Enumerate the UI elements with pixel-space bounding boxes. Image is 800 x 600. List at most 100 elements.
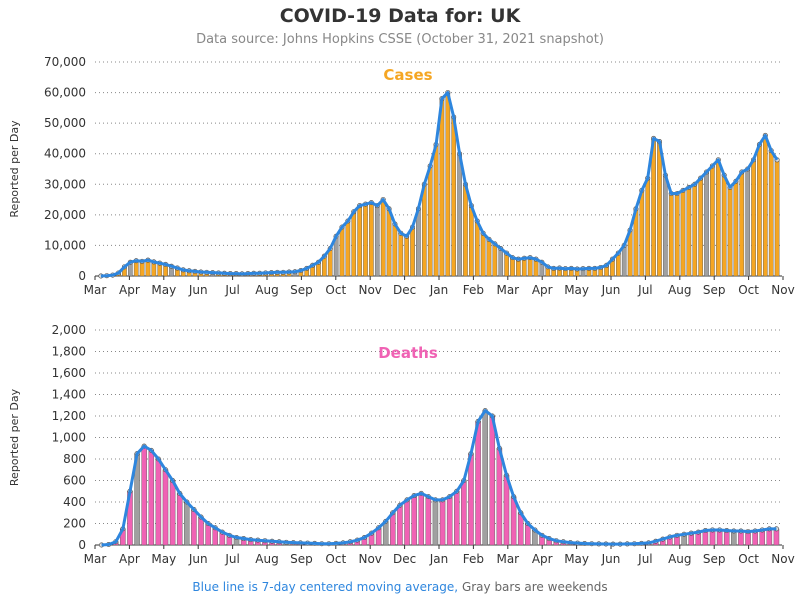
- daily-bar: [198, 516, 204, 546]
- y-tick-label: 600: [63, 474, 86, 488]
- x-tick-label: Aug: [255, 283, 278, 297]
- daily-bar: [397, 505, 403, 546]
- daily-bar: [498, 248, 504, 277]
- x-tick-label: Jun: [601, 552, 621, 566]
- panel-title: Cases: [383, 66, 432, 84]
- daily-bar: [155, 458, 162, 546]
- x-tick-label: Mar: [496, 283, 519, 297]
- x-tick-label: Nov: [358, 283, 381, 297]
- daily-bar: [416, 208, 421, 277]
- x-tick-label: Feb: [463, 283, 484, 297]
- chart-subtitle: Data source: Johns Hopkins CSSE (October…: [196, 32, 604, 47]
- daily-bar: [698, 177, 703, 277]
- x-tick-label: Sep: [290, 283, 313, 297]
- daily-bar: [386, 208, 392, 277]
- daily-bar: [692, 184, 698, 277]
- x-tick-label: Oct: [738, 283, 759, 297]
- x-tick-label: May: [564, 552, 589, 566]
- daily-bar: [621, 245, 627, 277]
- x-tick-label: Nov: [771, 283, 794, 297]
- daily-bar: [184, 501, 190, 546]
- daily-bar: [176, 493, 183, 546]
- daily-bar: [404, 236, 409, 277]
- x-tick-label: Jun: [601, 283, 621, 297]
- daily-bar: [410, 226, 415, 277]
- daily-bar: [751, 159, 756, 277]
- moving-average-line: [101, 409, 777, 547]
- x-tick-label: Jul: [637, 552, 652, 566]
- x-tick-label: May: [564, 283, 589, 297]
- daily-bar: [489, 415, 496, 546]
- y-tick-label: 1,600: [52, 366, 86, 380]
- daily-bar: [527, 257, 533, 277]
- x-tick-label: Aug: [668, 283, 691, 297]
- moving-average-line: [100, 91, 779, 278]
- x-tick-label: Feb: [463, 552, 484, 566]
- x-tick-label: May: [151, 283, 176, 297]
- daily-bar: [686, 187, 692, 277]
- daily-bar: [404, 499, 410, 546]
- daily-bar: [191, 509, 197, 546]
- daily-bar: [369, 202, 374, 277]
- x-tick-label: May: [151, 552, 176, 566]
- daily-bar: [721, 174, 727, 277]
- daily-bar: [739, 171, 745, 277]
- daily-bar: [392, 223, 398, 277]
- daily-bar: [390, 512, 396, 546]
- daily-bar: [445, 92, 451, 277]
- y-tick-label: 20,000: [44, 208, 86, 222]
- daily-bar: [433, 144, 439, 277]
- x-tick-label: Jun: [188, 552, 208, 566]
- daily-bar: [421, 184, 427, 277]
- x-tick-label: Oct: [325, 283, 346, 297]
- y-tick-label: 40,000: [44, 147, 86, 161]
- y-tick-label: 30,000: [44, 177, 86, 191]
- x-tick-label: Dec: [393, 283, 416, 297]
- x-tick-label: Jan: [429, 283, 449, 297]
- x-tick-label: Sep: [703, 283, 726, 297]
- daily-bar: [148, 450, 155, 546]
- x-tick-label: Jul: [637, 283, 652, 297]
- y-tick-label: 0: [78, 538, 86, 552]
- y-tick-label: 1,000: [52, 431, 86, 445]
- daily-bar: [457, 153, 462, 277]
- daily-bar: [674, 193, 680, 277]
- x-tick-label: Oct: [325, 552, 346, 566]
- daily-bar: [427, 165, 433, 277]
- daily-bar: [363, 203, 368, 277]
- daily-bar: [510, 257, 515, 277]
- daily-bar: [533, 258, 539, 277]
- x-tick-label: Oct: [738, 552, 759, 566]
- daily-bar: [680, 190, 686, 277]
- y-tick-label: 50,000: [44, 116, 86, 130]
- x-tick-label: Dec: [393, 552, 416, 566]
- daily-bar: [398, 232, 404, 277]
- y-tick-label: 200: [63, 517, 86, 531]
- daily-bar: [668, 193, 674, 277]
- chart-title: COVID-19 Data for: UK: [279, 5, 521, 27]
- daily-bar: [339, 226, 345, 277]
- daily-bar: [425, 496, 432, 546]
- x-tick-label: Nov: [358, 552, 381, 566]
- daily-bar: [768, 150, 774, 277]
- daily-bar: [480, 232, 486, 277]
- daily-bar: [727, 187, 733, 277]
- y-axis-title: Reported per Day: [8, 120, 21, 218]
- x-tick-label: Aug: [255, 552, 278, 566]
- daily-bar: [461, 480, 467, 546]
- x-tick-label: Sep: [703, 552, 726, 566]
- daily-bar: [469, 205, 474, 277]
- y-tick-label: 1,400: [52, 388, 86, 402]
- daily-bar: [496, 448, 503, 546]
- daily-bar: [418, 493, 424, 546]
- daily-bar: [733, 181, 739, 277]
- cases-panel: 0 10,000 20,000 30,000 40,000 50,000 60,000 70,…: [8, 55, 795, 297]
- daily-bar: [651, 138, 656, 277]
- daily-bar: [474, 220, 480, 277]
- daily-bar: [411, 495, 417, 546]
- y-tick-label: 1,200: [52, 409, 86, 423]
- daily-bar: [468, 453, 474, 546]
- daily-bar: [504, 252, 509, 277]
- y-tick-label: 400: [63, 495, 86, 509]
